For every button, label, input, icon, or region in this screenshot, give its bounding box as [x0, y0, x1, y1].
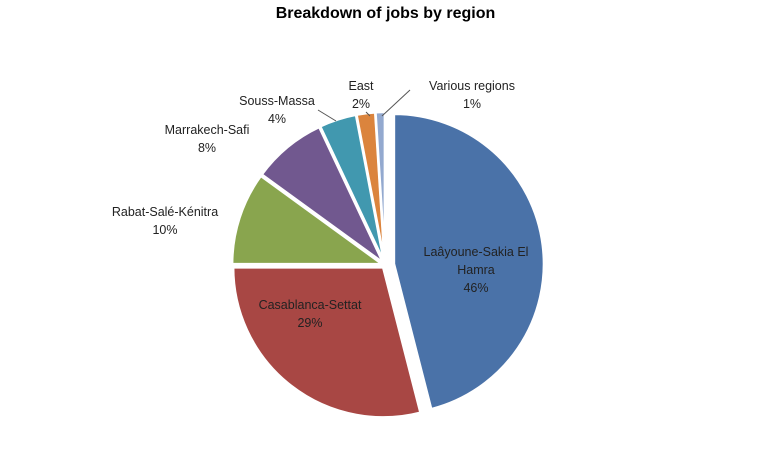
- data-label: Rabat-Salé-Kénitra 10%: [90, 203, 240, 239]
- pie-slice: [231, 266, 422, 419]
- slice-name: Marrakech-Safi: [164, 123, 250, 137]
- leader-line: [381, 89, 411, 117]
- data-label: Casablanca-Settat 29%: [240, 296, 380, 332]
- slice-name: Various regions: [429, 79, 515, 93]
- slice-name: East: [348, 79, 374, 93]
- data-label: East 2%: [331, 77, 391, 113]
- slice-value: 8%: [197, 141, 217, 155]
- pie-slice: [230, 174, 386, 266]
- slice-name: Souss-Massa: [239, 94, 315, 108]
- slice-value: 10%: [152, 223, 178, 237]
- slice-name: Casablanca-Settat: [258, 298, 362, 312]
- leader-line: [317, 109, 337, 122]
- slice-value: 2%: [351, 97, 371, 111]
- data-label: Marrakech-Safi 8%: [147, 121, 267, 157]
- slice-value: 29%: [297, 316, 323, 330]
- leader-line: [365, 111, 371, 117]
- slice-name: Laâyoune-Sakia El Hamra: [423, 245, 529, 277]
- data-label: Various regions 1%: [412, 77, 532, 113]
- slice-name: Rabat-Salé-Kénitra: [111, 205, 219, 219]
- pie-slice: [374, 110, 387, 263]
- data-label: Souss-Massa 4%: [227, 92, 327, 128]
- pie-slice: [392, 112, 546, 411]
- slice-value: 4%: [267, 112, 287, 126]
- chart-title: Breakdown of jobs by region: [275, 5, 496, 22]
- data-label: Laâyoune-Sakia El Hamra 46%: [416, 243, 536, 297]
- slice-value: 46%: [463, 281, 489, 295]
- slice-value: 1%: [462, 97, 482, 111]
